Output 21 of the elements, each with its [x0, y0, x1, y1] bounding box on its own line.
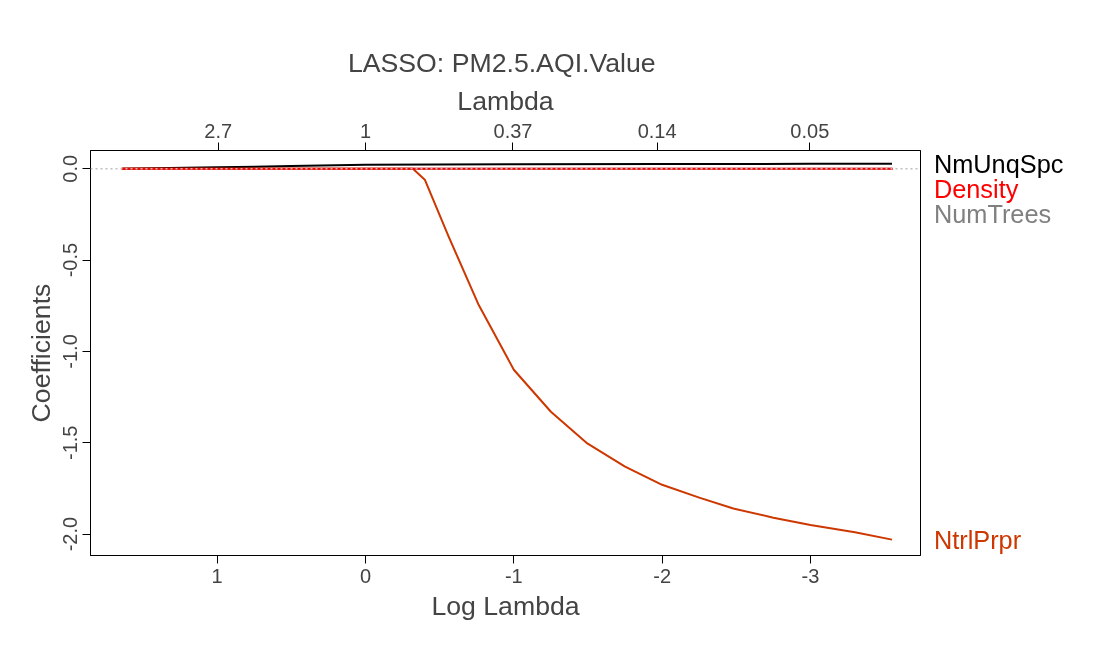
- x2-tick-label: 1: [359, 119, 372, 142]
- x-tick-label: 0: [359, 564, 372, 587]
- y-tick-label: -0.5: [59, 242, 82, 278]
- x2-tick-label: 0.14: [637, 119, 677, 142]
- x2-tick-label: 0.05: [790, 119, 830, 142]
- x-tick-label: -3: [801, 564, 820, 587]
- series-label: NmUnqSpc: [933, 149, 1064, 178]
- x-tick-label: -2: [653, 564, 672, 587]
- y-tick-label: -2.0: [59, 516, 82, 552]
- x-axis-title: Log Lambda: [431, 590, 580, 621]
- x2-tick-label: 2.7: [204, 119, 233, 142]
- x2-tick-label: 0.37: [493, 119, 533, 142]
- y-tick-label: 0.0: [59, 154, 82, 183]
- y-tick-label: -1.0: [59, 334, 82, 369]
- y-axis-title: Coefficients: [25, 283, 56, 423]
- x-tick-label: 1: [211, 564, 223, 587]
- chart-title: LASSO: PM2.5.AQI.Value: [347, 47, 656, 78]
- x2-axis-title: Lambda: [457, 85, 554, 116]
- y-tick-label: -1.5: [59, 425, 82, 461]
- series-label: NtrlPrpr: [933, 525, 1022, 554]
- x-tick-label: -1: [504, 564, 523, 587]
